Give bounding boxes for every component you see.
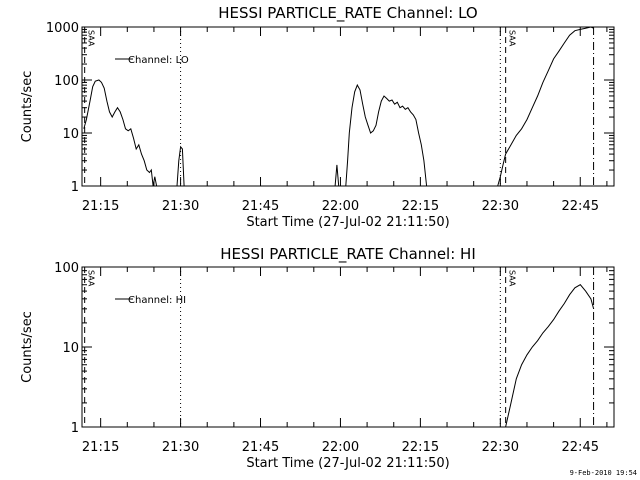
x-tick-label: 22:45 (562, 199, 599, 214)
x-axis-label: Start Time (27-Jul-02 21:11:50) (246, 456, 449, 471)
marker-label: SAA (87, 30, 96, 47)
plot-frame (81, 266, 615, 428)
y-tick-label: 1 (71, 180, 79, 195)
series-line (505, 284, 595, 428)
x-tick-label: 22:00 (322, 199, 359, 214)
y-axis-label: Counts/sec (20, 311, 35, 383)
chart-title: HESSI PARTICLE_RATE Channel: LO (218, 4, 477, 23)
series-line (83, 79, 158, 187)
series-line (345, 83, 428, 187)
chart-hi-channel: HESSI PARTICLE_RATE Channel: HI 21:15 21:3… (20, 245, 615, 471)
y-tick-label: 10 (62, 341, 79, 356)
series-line (497, 26, 594, 187)
y-axis-label: Counts/sec (20, 71, 35, 143)
chart-title: HESSI PARTICLE_RATE Channel: HI (220, 245, 476, 264)
series-line (176, 145, 185, 187)
x-tick-label: 22:15 (402, 440, 439, 455)
y-tick-label: 10 (62, 127, 79, 142)
x-tick-label: 21:30 (162, 440, 199, 455)
plot-frame (81, 26, 615, 187)
x-tick-label: 22:45 (562, 440, 599, 455)
marker-label: SAA (508, 30, 517, 47)
x-tick-label: 22:15 (402, 199, 439, 214)
x-tick-label: 22:00 (322, 440, 359, 455)
legend-label: Channel: HI (128, 295, 186, 306)
timestamp: 9-Feb-2010 19:54 (570, 469, 637, 477)
chart-lo-channel: HESSI PARTICLE_RATE Channel: LO 21:15 21:3… (20, 4, 615, 230)
y-tick-label: 1000 (46, 21, 79, 36)
x-tick-label: 21:15 (82, 199, 119, 214)
series-line (334, 164, 340, 187)
x-tick-label: 22:30 (482, 440, 519, 455)
y-tick-label: 100 (54, 261, 79, 276)
x-axis-label: Start Time (27-Jul-02 21:11:50) (246, 215, 449, 230)
y-tick-label: 1 (71, 421, 79, 436)
x-tick-label: 21:45 (242, 440, 279, 455)
y-tick-label: 100 (54, 74, 79, 89)
x-tick-label: 22:30 (482, 199, 519, 214)
legend-label: Channel: LO (128, 55, 189, 66)
marker-label: SAA (508, 270, 517, 287)
x-tick-label: 21:30 (162, 199, 199, 214)
x-tick-label: 21:45 (242, 199, 279, 214)
marker-label: SAA (87, 270, 96, 287)
x-tick-label: 21:15 (82, 440, 119, 455)
